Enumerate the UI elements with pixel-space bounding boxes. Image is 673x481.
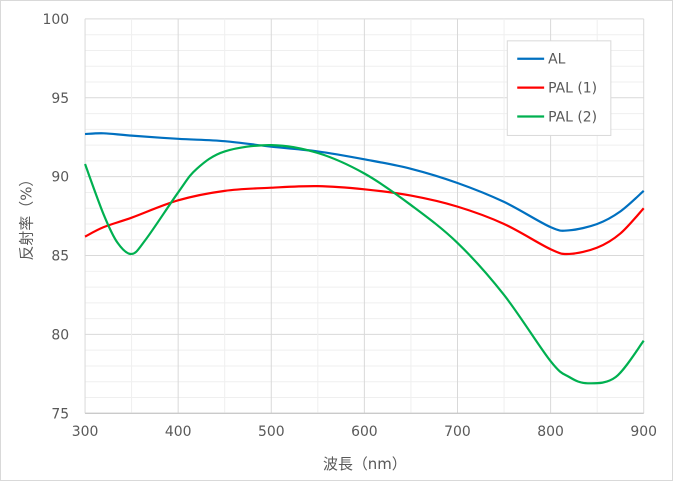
- series-line-al: [84, 132, 645, 232]
- x-axis-label: 波長（nm）: [323, 455, 407, 473]
- series-lines: [84, 132, 645, 385]
- legend-label-pal-1: PAL (1): [548, 81, 597, 97]
- y-axis-label: 反射率（%）: [17, 172, 35, 261]
- y-tick-label: 100: [43, 12, 70, 28]
- y-tick-label: 95: [51, 91, 69, 107]
- series-line-pal-1: [84, 184, 645, 256]
- y-tick-label: 85: [51, 249, 69, 265]
- y-tick-label: 75: [51, 406, 69, 422]
- x-tick-label: 300: [72, 424, 99, 440]
- series-line-pal-2: [84, 144, 645, 385]
- y-tick-label: 80: [51, 327, 69, 343]
- x-tick-label: 500: [258, 424, 285, 440]
- legend-label-pal-2: PAL (2): [548, 109, 597, 125]
- x-tick-label: 700: [444, 424, 471, 440]
- tick-labels: 300 400 500 600 700 800 900 75 80 85 90 95 100: [43, 12, 658, 440]
- legend-label-al: AL: [548, 52, 566, 68]
- x-tick-label: 900: [630, 424, 657, 440]
- x-tick-label: 400: [165, 424, 192, 440]
- y-tick-label: 90: [51, 170, 69, 186]
- x-tick-label: 800: [537, 424, 564, 440]
- x-tick-label: 600: [351, 424, 378, 440]
- legend: AL PAL (1) PAL (2): [506, 40, 612, 136]
